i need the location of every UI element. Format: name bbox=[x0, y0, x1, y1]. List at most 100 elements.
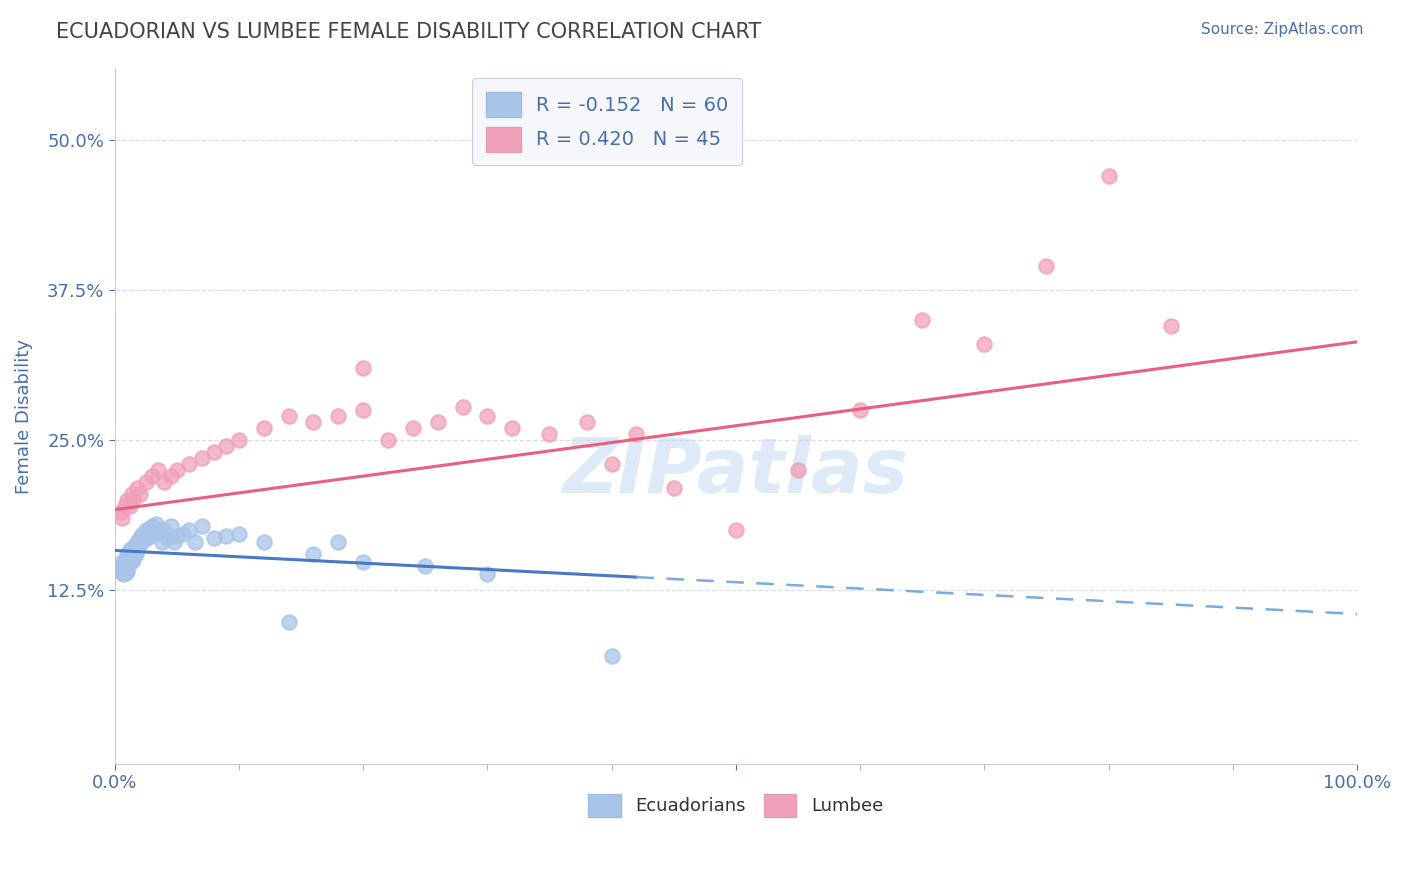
Point bbox=[146, 523, 169, 537]
Point bbox=[724, 523, 747, 537]
Point bbox=[1160, 319, 1182, 334]
Point bbox=[215, 439, 238, 453]
Point bbox=[911, 313, 934, 327]
Point bbox=[477, 567, 499, 582]
Point bbox=[377, 433, 399, 447]
Text: ECUADORIAN VS LUMBEE FEMALE DISABILITY CORRELATION CHART: ECUADORIAN VS LUMBEE FEMALE DISABILITY C… bbox=[56, 22, 762, 42]
Point bbox=[131, 535, 153, 549]
Point bbox=[115, 558, 138, 572]
Point bbox=[136, 523, 159, 537]
Point bbox=[110, 565, 132, 579]
Point bbox=[143, 526, 166, 541]
Point bbox=[501, 421, 523, 435]
Point bbox=[118, 543, 141, 558]
Point bbox=[413, 559, 436, 574]
Point bbox=[1035, 260, 1057, 274]
Point bbox=[172, 526, 194, 541]
Point bbox=[129, 529, 152, 543]
Point bbox=[253, 535, 276, 549]
Point bbox=[115, 493, 138, 508]
Point bbox=[1097, 169, 1119, 184]
Point bbox=[135, 475, 157, 489]
Point bbox=[122, 493, 145, 508]
Point bbox=[575, 415, 598, 429]
Point bbox=[184, 535, 207, 549]
Point bbox=[228, 526, 250, 541]
Point bbox=[352, 361, 374, 376]
Point bbox=[166, 463, 188, 477]
Point bbox=[122, 553, 145, 567]
Point bbox=[111, 556, 134, 570]
Point bbox=[190, 519, 212, 533]
Point bbox=[973, 337, 995, 351]
Point bbox=[120, 556, 142, 570]
Point bbox=[110, 505, 132, 519]
Point bbox=[328, 409, 350, 424]
Point bbox=[115, 556, 138, 570]
Point bbox=[110, 559, 132, 574]
Point bbox=[163, 535, 186, 549]
Point bbox=[153, 523, 176, 537]
Point bbox=[626, 427, 648, 442]
Point bbox=[111, 511, 134, 525]
Point bbox=[228, 433, 250, 447]
Point bbox=[156, 532, 179, 546]
Point bbox=[202, 532, 225, 546]
Point bbox=[253, 421, 276, 435]
Y-axis label: Female Disability: Female Disability bbox=[15, 339, 32, 493]
Point bbox=[146, 463, 169, 477]
Point bbox=[120, 547, 142, 561]
Point bbox=[118, 553, 141, 567]
Point bbox=[477, 409, 499, 424]
Point bbox=[190, 451, 212, 466]
Point bbox=[328, 535, 350, 549]
Point bbox=[538, 427, 561, 442]
Point bbox=[179, 457, 201, 471]
Point bbox=[135, 523, 157, 537]
Point bbox=[125, 543, 148, 558]
Point bbox=[141, 519, 163, 533]
Point bbox=[352, 556, 374, 570]
Point bbox=[426, 415, 449, 429]
Point bbox=[115, 547, 138, 561]
Point bbox=[302, 547, 325, 561]
Point bbox=[114, 499, 136, 513]
Point bbox=[849, 403, 872, 417]
Point bbox=[128, 532, 150, 546]
Point bbox=[112, 563, 135, 577]
Point bbox=[352, 403, 374, 417]
Point bbox=[302, 415, 325, 429]
Point bbox=[179, 523, 201, 537]
Point bbox=[118, 499, 141, 513]
Point bbox=[128, 487, 150, 501]
Point bbox=[277, 409, 299, 424]
Point bbox=[117, 559, 139, 574]
Point bbox=[124, 539, 146, 553]
Point bbox=[141, 469, 163, 483]
Point bbox=[121, 541, 143, 555]
Text: ZIPatlas: ZIPatlas bbox=[562, 434, 908, 508]
Point bbox=[153, 475, 176, 489]
Point bbox=[125, 547, 148, 561]
Point bbox=[122, 543, 145, 558]
Point bbox=[121, 549, 143, 564]
Point bbox=[125, 481, 148, 495]
Point bbox=[159, 469, 181, 483]
Point bbox=[402, 421, 425, 435]
Legend: Ecuadorians, Lumbee: Ecuadorians, Lumbee bbox=[581, 787, 890, 824]
Point bbox=[662, 481, 685, 495]
Point bbox=[277, 615, 299, 630]
Point bbox=[166, 529, 188, 543]
Point bbox=[202, 445, 225, 459]
Point bbox=[145, 517, 167, 532]
Point bbox=[121, 487, 143, 501]
Point bbox=[600, 648, 623, 663]
Point bbox=[159, 519, 181, 533]
Point bbox=[125, 535, 148, 549]
Point bbox=[136, 532, 159, 546]
Point bbox=[114, 561, 136, 575]
Point bbox=[112, 567, 135, 582]
Point bbox=[117, 550, 139, 565]
Point bbox=[132, 526, 155, 541]
Point bbox=[451, 400, 474, 414]
